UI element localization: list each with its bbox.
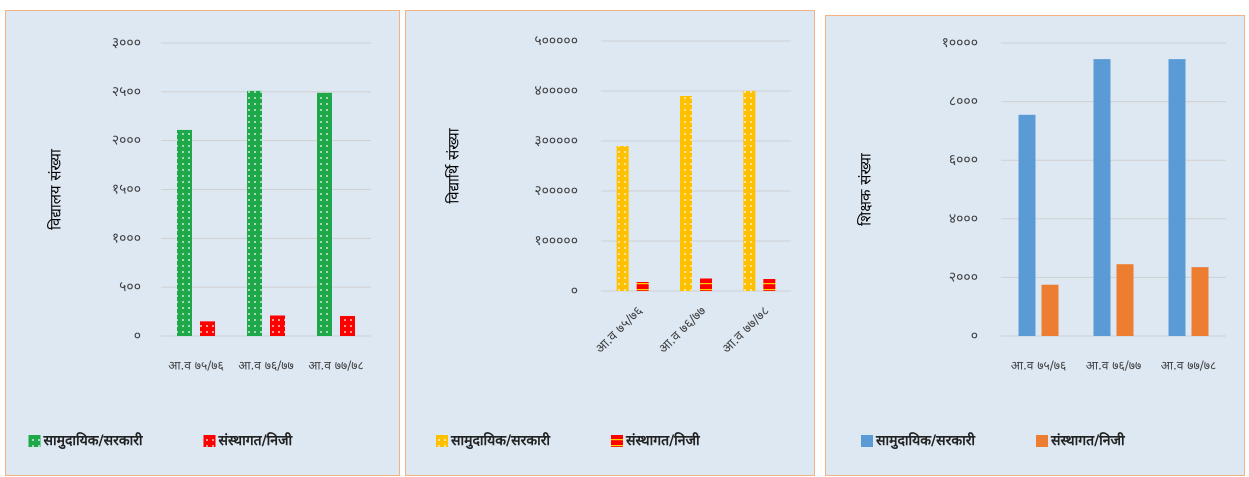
bar [700,278,712,291]
chart: ० २००० ४००० ६००० ८००० १०००० शिक्षक संख्या आ.व ७… [857,35,1226,450]
chart: ० १००००० २००००० ३००००० ४००००० ५००००० विद्यार्थ… [436,33,791,450]
x-tick-label: आ.व ७७/७८ [1161,359,1217,373]
y-tick-label: १५०० [112,182,141,198]
legend-swatch [1036,435,1048,447]
bar [317,92,332,336]
y-tick-label: ४००००० [534,83,578,99]
y-axis-title: विद्यार्थि संख्या [445,127,463,203]
bar [1168,59,1186,337]
x-tick-label: आ.व ७७/७८ [719,304,772,357]
bar [1116,264,1134,336]
bar [680,96,692,291]
x-tick-label: आ.व ७६/७७ [238,359,294,373]
legend-label: संस्थागत/निजी [625,432,701,449]
legend-label: सामुदायिक/सरकारी [450,432,551,450]
y-tick-label: ० [571,283,578,299]
panel: ० १००००० २००००० ३००००० ४००००० ५००००० विद्यार्थ… [405,10,815,476]
y-tick-label: ६००० [949,152,978,168]
legend-swatch [203,435,216,447]
x-tick-label: आ.व ७७/७८ [308,359,364,373]
bar [340,315,355,336]
bar [743,91,756,291]
legend-label: संस्थागत/निजी [218,432,294,449]
x-tick-label: आ.व ७६/७७ [1086,359,1142,373]
bar [1041,284,1059,336]
bar [763,279,776,291]
panel: ० २००० ४००० ६००० ८००० १०००० शिक्षक संख्या आ.व ७… [825,15,1245,476]
bar [616,146,629,291]
y-tick-label: ८००० [949,94,978,110]
bar [1093,59,1111,337]
legend-swatch [28,435,41,447]
x-tick-label: आ.व ७५/७६ [168,359,224,373]
y-tick-label: २००० [112,133,141,149]
y-axis-title: शिक्षक संख्या [857,152,875,226]
y-axis-title: विद्यालय संख्या [47,148,65,230]
y-tick-label: ३००० [112,35,141,51]
y-tick-label: ० [971,328,978,344]
legend-label: सामुदायिक/सरकारी [875,432,976,450]
bar [270,315,285,336]
legend-swatch [611,435,623,447]
y-tick-label: ० [134,328,141,344]
bar [200,321,215,336]
y-tick-label: २००० [949,269,978,285]
bar [1018,114,1036,336]
y-tick-label: १००००० [534,233,578,249]
legend-label: सामुदायिक/सरकारी [43,432,144,450]
y-tick-label: ४००० [949,211,978,227]
x-tick-label: आ.व ७५/७६ [593,304,646,357]
panel: ० ५०० १००० १५०० २००० २५०० ३००० विद्यालय संख्या आ… [5,10,400,476]
y-tick-label: २५०० [112,84,141,100]
bar [636,282,649,291]
legend-label: संस्थागत/निजी [1050,432,1126,449]
legend-swatch [861,435,873,447]
y-tick-label: १००० [112,230,141,246]
chart: ० ५०० १००० १५०० २००० २५०० ३००० विद्यालय संख्या आ… [28,35,371,450]
y-tick-label: ३००००० [534,133,578,149]
legend-swatch [436,435,448,447]
bar [177,129,192,336]
y-tick-label: १०००० [942,35,978,51]
bar [247,90,262,337]
y-tick-label: ५००००० [534,33,578,49]
bar [1191,267,1209,336]
x-tick-label: आ.व ७५/७६ [1011,359,1067,373]
y-tick-label: २००००० [534,183,578,199]
y-tick-label: ५०० [119,279,141,295]
x-tick-label: आ.व ७६/७७ [656,304,709,357]
